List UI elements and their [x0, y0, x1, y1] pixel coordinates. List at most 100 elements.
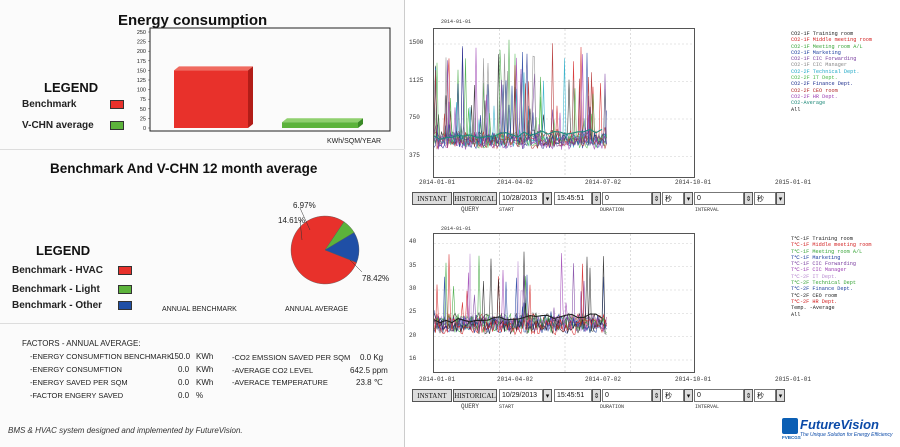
section-divider — [0, 149, 405, 150]
factor-value: 150.0 — [170, 352, 191, 361]
temp-date-label: 2014-01-01 — [441, 226, 472, 232]
bar-y-tick: 100 — [137, 88, 146, 94]
bar-y-tick: 250 — [137, 30, 146, 36]
bar-y-tick: 175 — [137, 59, 146, 65]
temp-historical-button[interactable]: HISTORICAL — [453, 389, 497, 402]
co2-start-time-field[interactable]: 15:45:51 — [554, 192, 592, 205]
co2-series-item[interactable]: CO2-2F HR Dept. — [791, 93, 838, 100]
pie-pct-other: 14.61% — [278, 216, 306, 225]
temp-duration-unit[interactable]: 秒 — [662, 389, 684, 402]
co2-time-spinner[interactable]: ⇕ — [592, 192, 601, 205]
temp-series-item[interactable]: T℃-1F CIC Manager — [791, 267, 847, 274]
co2-start-date-field[interactable]: 10/28/2013 — [499, 192, 543, 205]
temp-interval-spinner[interactable]: ⇕ — [744, 389, 753, 402]
co2-series-item[interactable]: CO2-1F Middle meeting room — [791, 37, 872, 44]
temp-series-item[interactable]: T℃-1F Middle meeting room — [791, 242, 872, 249]
co2-series-item[interactable]: CO2-2F Finance Dept. — [791, 81, 854, 88]
temp-x-tick: 2014-07-02 — [585, 376, 622, 383]
temp-series-item[interactable]: T℃-1F Marketing — [791, 254, 841, 261]
co2-duration-unit[interactable]: 秒 — [662, 192, 684, 205]
temp-time-spinner[interactable]: ⇕ — [592, 389, 601, 402]
co2-series-list[interactable]: CO2-1F Training room CO2-1F Middle meetin… — [791, 31, 872, 113]
temp-duration-field[interactable]: 0 — [602, 389, 652, 402]
temp-interval-unit-dropdown[interactable]: ▾ — [776, 389, 785, 402]
temp-y-tick: 35 — [409, 261, 417, 269]
co2-series-item[interactable]: CO2-1F Training room — [791, 31, 854, 37]
energy-unit-label: KWh/SQM/YEAR — [327, 138, 382, 145]
temp-series-item[interactable]: T℃-1F Training room — [791, 236, 853, 242]
logo-mark-icon — [782, 418, 798, 434]
temperature-trend-chart — [433, 233, 695, 373]
bar-y-tick: 0 — [143, 126, 146, 132]
temp-series-item[interactable]: T℃-2F Finance Dept. — [791, 286, 853, 293]
factor-unit: % — [196, 391, 204, 400]
pie-chart — [290, 207, 363, 285]
co2-x-tick: 2014-10-01 — [675, 179, 712, 186]
temp-date-dropdown[interactable]: ▾ — [543, 389, 552, 402]
co2-series-line — [434, 46, 607, 150]
temp-series-item[interactable]: T℃-1F CIC Forwarding — [791, 261, 856, 268]
co2-historical-button[interactable]: HISTORICAL — [453, 192, 497, 205]
temp-series-item[interactable]: T℃-2F CEO room — [791, 292, 838, 299]
temp-interval-field[interactable]: 0 — [694, 389, 744, 402]
temp-duration-unit-dropdown[interactable]: ▾ — [684, 389, 693, 402]
co2-series-item[interactable]: CO2-1F Marketing — [791, 49, 841, 56]
co2-series-item[interactable]: CO2-2F IT Dept. — [791, 75, 838, 82]
co2-series-line — [434, 53, 607, 149]
temp-query-link[interactable]: QUERY — [461, 403, 480, 410]
factors-panel: FACTORS - ANNUAL AVERAGE: -ENERGY CONSUM… — [0, 0, 405, 447]
co2-series-item[interactable]: CO2-2F Technical Dept. — [791, 68, 860, 75]
temp-start-label: START — [499, 404, 515, 410]
temp-x-tick: 2014-10-01 — [675, 376, 712, 383]
co2-interval-unit-dropdown[interactable]: ▾ — [776, 192, 785, 205]
temp-series-item[interactable]: T℃-2F Technical Dept — [791, 280, 856, 287]
temp-interval-unit[interactable]: 秒 — [754, 389, 776, 402]
co2-query-link[interactable]: QUERY — [461, 206, 480, 213]
section-divider — [0, 323, 405, 324]
bar-y-tick: 225 — [137, 40, 146, 46]
temp-start-time-field[interactable]: 15:45:51 — [554, 389, 592, 402]
bar-y-tick: 125 — [137, 78, 146, 84]
temp-instant-button[interactable]: INSTANT — [412, 389, 452, 402]
pie-slice-hvac — [290, 215, 357, 285]
co2-duration-field[interactable]: 0 — [602, 192, 652, 205]
footer-credit: BMS & HVAC system designed and implement… — [8, 426, 243, 435]
energy-title: Energy consumption — [118, 12, 268, 29]
co2-series-item[interactable]: CO2-1F CIC Manager — [791, 62, 848, 69]
co2-series-item[interactable]: CO2-1F CIC Forwarding — [791, 56, 857, 63]
co2-duration-spinner[interactable]: ⇕ — [652, 192, 661, 205]
temp-series-item[interactable]: Temp. -Average — [791, 305, 835, 312]
co2-instant-button[interactable]: INSTANT — [412, 192, 452, 205]
factor-value: 0.0 — [178, 378, 190, 387]
legend-light-swatch — [118, 285, 132, 294]
co2-average-line — [434, 128, 603, 140]
bar-y-tick: 150 — [137, 68, 146, 74]
temp-series-list[interactable]: T℃-1F Training room T℃-1F Middle meeting … — [791, 236, 872, 318]
co2-duration-unit-dropdown[interactable]: ▾ — [684, 192, 693, 205]
temp-series-item[interactable]: T℃-2F IT Dept. — [791, 273, 838, 280]
temp-series-item[interactable]: T℃-2F HR Dept. — [791, 298, 838, 305]
temp-start-date-field[interactable]: 10/29/2013 — [499, 389, 543, 402]
bar-benchmark — [174, 70, 248, 128]
temp-y-tick: 40 — [409, 238, 417, 246]
legend-hvac-swatch — [118, 266, 132, 275]
co2-series-item[interactable]: CO2-2F CEO room — [791, 87, 838, 94]
temp-series-item[interactable]: All — [791, 311, 801, 318]
co2-interval-spinner[interactable]: ⇕ — [744, 192, 753, 205]
co2-y-tick: 1125 — [409, 76, 424, 84]
bar-y-tick: 25 — [140, 116, 146, 122]
energy-legend-title: LEGEND — [44, 80, 99, 95]
co2-interval-field[interactable]: 0 — [694, 192, 744, 205]
co2-series-item[interactable]: CO2-Average — [791, 100, 826, 107]
co2-series-line — [434, 43, 607, 150]
temp-series-item[interactable]: T℃-1F Meeting room A/L — [791, 248, 863, 255]
co2-series-item[interactable]: CO2-1F Meeting room A/L — [791, 43, 863, 50]
factor-value: 642.5 ppm — [350, 366, 388, 375]
temp-y-tick: 30 — [409, 285, 417, 292]
co2-date-dropdown[interactable]: ▾ — [543, 192, 552, 205]
co2-series-item[interactable]: All — [791, 106, 801, 113]
co2-date-label: 2014-01-01 — [441, 19, 472, 25]
temp-duration-spinner[interactable]: ⇕ — [652, 389, 661, 402]
temp-y-tick: 20 — [409, 331, 417, 339]
co2-interval-unit[interactable]: 秒 — [754, 192, 776, 205]
